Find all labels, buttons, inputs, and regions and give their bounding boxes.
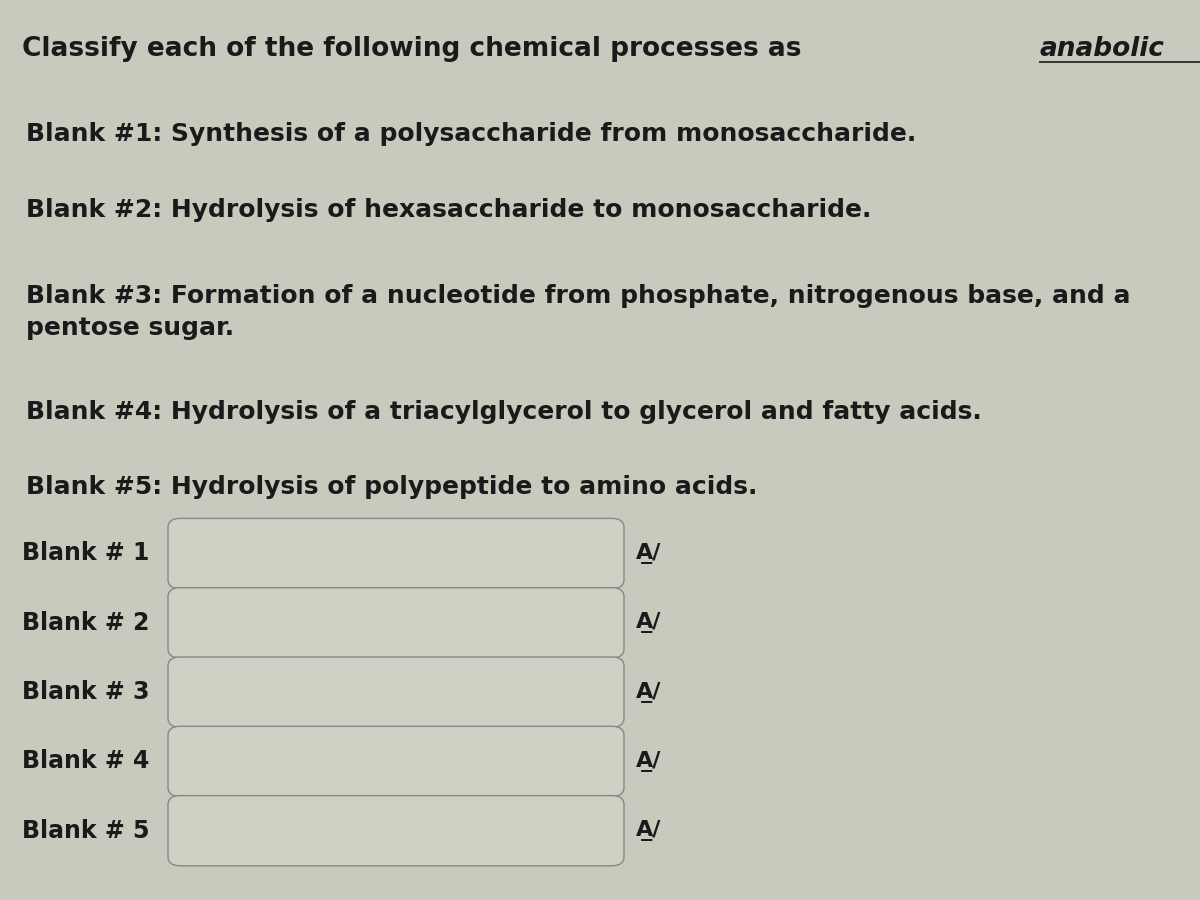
- FancyBboxPatch shape: [168, 588, 624, 658]
- Text: Blank # 2: Blank # 2: [22, 611, 149, 634]
- Text: Blank # 5: Blank # 5: [22, 819, 149, 842]
- FancyBboxPatch shape: [168, 726, 624, 796]
- Text: Blank # 1: Blank # 1: [22, 542, 149, 565]
- Text: Blank #5: Hydrolysis of polypeptide to amino acids.: Blank #5: Hydrolysis of polypeptide to a…: [26, 475, 757, 500]
- Text: Blank #2: Hydrolysis of hexasaccharide to monosaccharide.: Blank #2: Hydrolysis of hexasaccharide t…: [26, 198, 871, 222]
- Text: Classify each of the following chemical processes as: Classify each of the following chemical …: [22, 36, 810, 62]
- Text: A̲/: A̲/: [636, 612, 661, 634]
- FancyBboxPatch shape: [168, 657, 624, 727]
- Text: A̲/: A̲/: [636, 751, 661, 772]
- Text: Blank # 4: Blank # 4: [22, 750, 149, 773]
- FancyBboxPatch shape: [168, 518, 624, 589]
- Text: A̲/: A̲/: [636, 681, 661, 703]
- Text: Blank #3: Formation of a nucleotide from phosphate, nitrogenous base, and a
pent: Blank #3: Formation of a nucleotide from…: [26, 284, 1130, 340]
- FancyBboxPatch shape: [168, 796, 624, 866]
- Text: A̲/: A̲/: [636, 543, 661, 564]
- Text: A̲/: A̲/: [636, 820, 661, 842]
- Text: Blank #1: Synthesis of a polysaccharide from monosaccharide.: Blank #1: Synthesis of a polysaccharide …: [26, 122, 917, 146]
- Text: Blank #4: Hydrolysis of a triacylglycerol to glycerol and fatty acids.: Blank #4: Hydrolysis of a triacylglycero…: [26, 400, 982, 425]
- Text: anabolic: anabolic: [1039, 36, 1164, 62]
- Text: Blank # 3: Blank # 3: [22, 680, 149, 704]
